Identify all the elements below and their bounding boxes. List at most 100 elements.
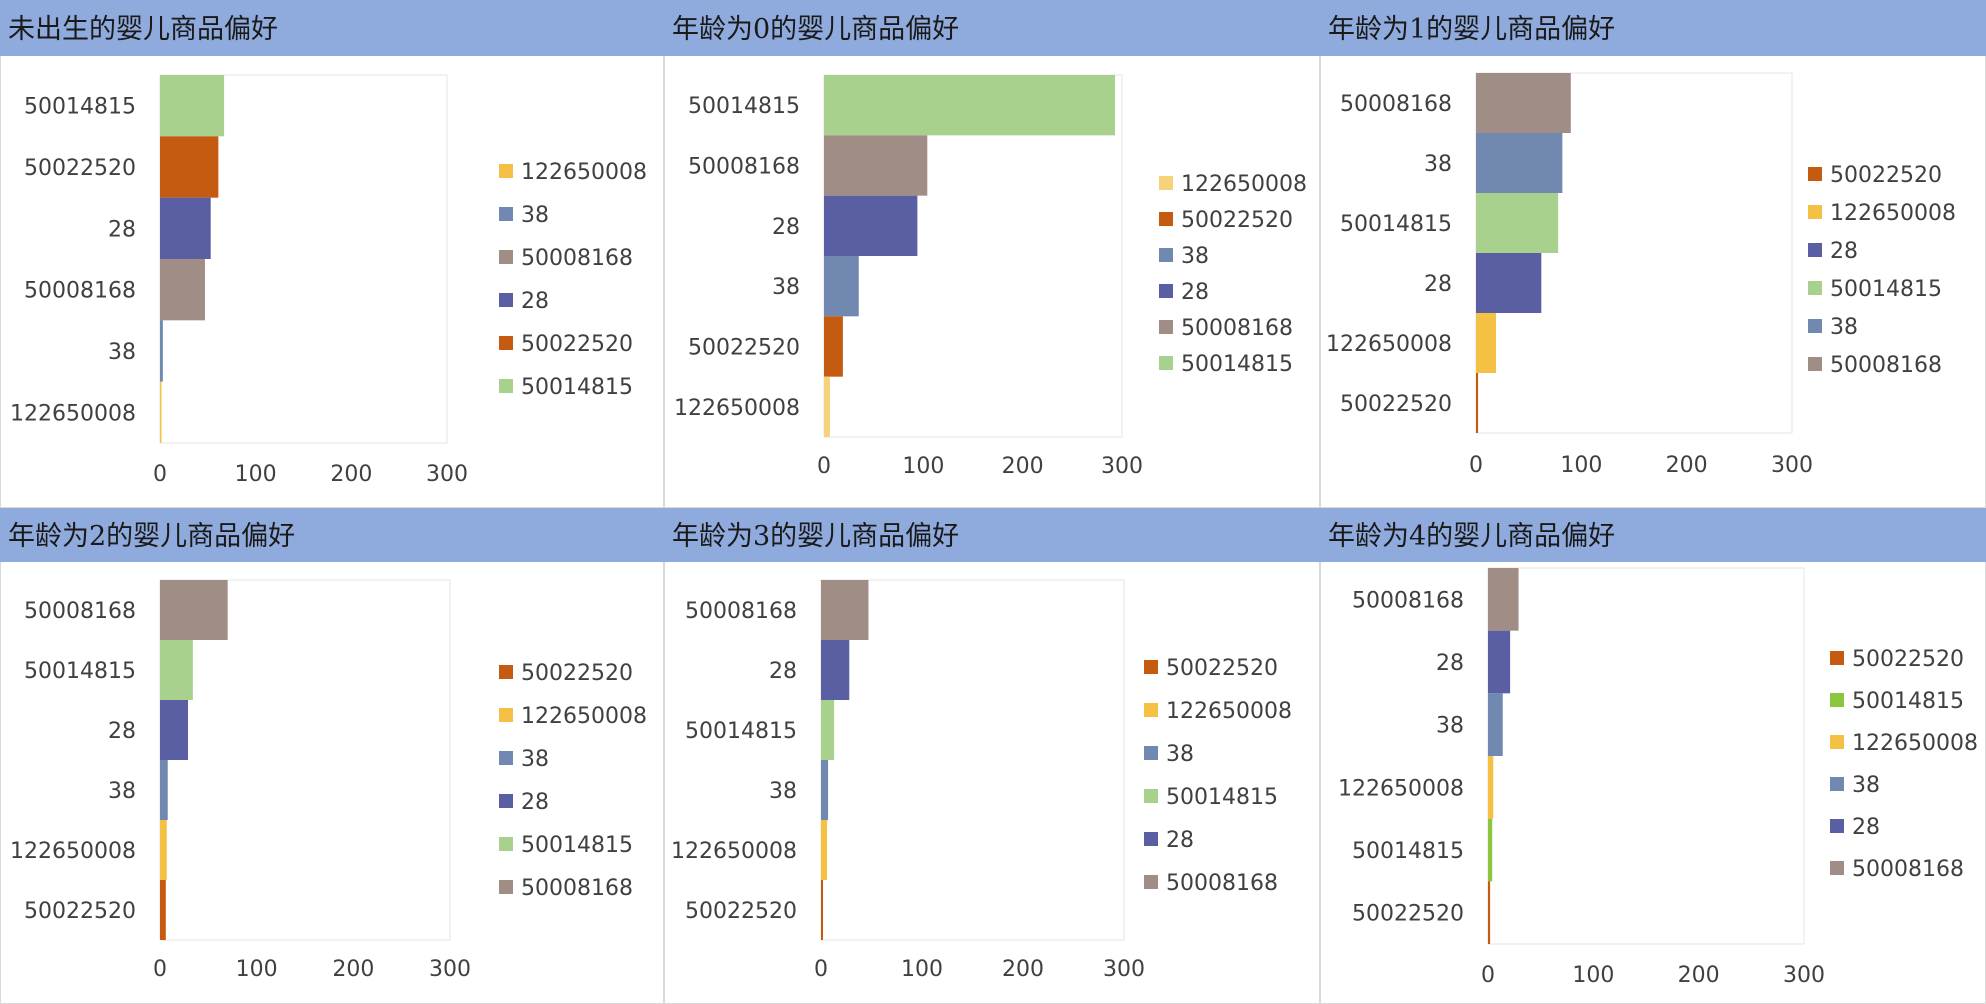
y-tick-label: 122650008 xyxy=(674,396,800,421)
legend-label: 50014815 xyxy=(1181,352,1293,377)
legend-swatch xyxy=(1830,693,1844,707)
y-tick-label: 50022520 xyxy=(1352,902,1464,927)
bar-38 xyxy=(1476,133,1563,193)
legend-entry-28: 28 xyxy=(1144,828,1194,853)
bar-38 xyxy=(160,760,168,820)
legend-swatch xyxy=(1808,243,1822,257)
legend-entry-50014815: 50014815 xyxy=(499,375,633,400)
y-tick-label: 50022520 xyxy=(24,156,136,181)
bar-28 xyxy=(160,700,189,760)
legend-entry-50022520: 50022520 xyxy=(1144,656,1278,681)
bar-38 xyxy=(1488,693,1503,756)
legend-label: 50022520 xyxy=(521,332,633,357)
x-tick-label: 200 xyxy=(330,462,372,487)
legend-swatch xyxy=(1808,357,1822,371)
legend-swatch xyxy=(1144,875,1158,889)
y-tick-label: 38 xyxy=(772,275,800,300)
legend-label: 50022520 xyxy=(1181,208,1293,233)
chart-title: 年龄为2的婴儿商品偏好 xyxy=(8,521,295,552)
bar-50008168 xyxy=(824,135,928,196)
y-tick-label: 50022520 xyxy=(688,336,800,361)
y-tick-label: 122650008 xyxy=(1338,776,1464,801)
y-tick-label: 122650008 xyxy=(10,401,136,426)
legend-label: 122650008 xyxy=(1852,731,1978,756)
bar-122650008 xyxy=(160,820,167,880)
chart-panel-unborn: 未出生的婴儿商品偏好 50014815 50022520 28 50008168 38 12… xyxy=(0,0,664,508)
legend-label: 122650008 xyxy=(1181,172,1307,197)
bar-50022520 xyxy=(160,880,166,940)
legend-swatch xyxy=(1159,248,1173,262)
legend-entry-122650008: 122650008 xyxy=(1808,201,1956,226)
legend-swatch xyxy=(1830,651,1844,665)
bar-28 xyxy=(1476,253,1542,313)
y-tick-label: 50008168 xyxy=(24,279,136,304)
legend-swatch xyxy=(499,880,513,894)
x-tick-label: 300 xyxy=(1783,963,1825,988)
title-bar xyxy=(0,508,664,562)
panel-border xyxy=(1320,0,1986,508)
title-bar xyxy=(1320,508,1986,562)
legend-label: 50008168 xyxy=(1181,316,1293,341)
legend-label: 28 xyxy=(1181,280,1209,305)
legend-swatch xyxy=(499,336,513,350)
legend-swatch xyxy=(1144,660,1158,674)
legend-entry-38: 38 xyxy=(1144,742,1194,767)
y-tick-label: 38 xyxy=(1424,152,1452,177)
title-bar xyxy=(664,0,1320,56)
legend-entry-50022520: 50022520 xyxy=(499,661,633,686)
legend-swatch xyxy=(1830,861,1844,875)
x-tick-label: 100 xyxy=(1560,453,1602,478)
bar-122650008 xyxy=(821,820,828,880)
legend-entry-50022520: 50022520 xyxy=(1830,647,1964,672)
y-tick-label: 28 xyxy=(108,217,136,242)
legend-label: 50022520 xyxy=(521,661,633,686)
legend-label: 50008168 xyxy=(521,876,633,901)
y-tick-label: 28 xyxy=(1436,651,1464,676)
legend-label: 28 xyxy=(1852,815,1880,840)
y-tick-label: 50008168 xyxy=(1340,92,1452,117)
title-bar xyxy=(664,508,1320,562)
chart-panel-age-0: 年龄为0的婴儿商品偏好 50014815 50008168 28 38 50022520 1… xyxy=(664,0,1320,508)
bar-50008168 xyxy=(821,580,869,640)
x-tick-label: 200 xyxy=(1002,957,1044,982)
legend-entry-50014815: 50014815 xyxy=(1159,352,1293,377)
legend-swatch xyxy=(1159,284,1173,298)
legend-label: 28 xyxy=(1166,828,1194,853)
legend-entry-122650008: 122650008 xyxy=(499,704,647,729)
y-tick-label: 50022520 xyxy=(24,899,136,924)
legend-swatch xyxy=(1144,789,1158,803)
x-tick-label: 100 xyxy=(236,957,278,982)
legend-label: 50014815 xyxy=(1830,277,1942,302)
y-tick-label: 50014815 xyxy=(685,719,797,744)
legend-entry-122650008: 122650008 xyxy=(1830,731,1978,756)
legend-label: 38 xyxy=(1166,742,1194,767)
panel-border xyxy=(1320,508,1986,1004)
legend-entry-50008168: 50008168 xyxy=(1808,353,1942,378)
legend-label: 38 xyxy=(1852,773,1880,798)
bar-122650008 xyxy=(824,376,830,437)
x-tick-label: 0 xyxy=(814,957,828,982)
x-tick-label: 0 xyxy=(1469,453,1483,478)
bar-50014815 xyxy=(160,75,225,137)
chart-svg-age-2: 年龄为2的婴儿商品偏好 50008168 50014815 28 38 122650008… xyxy=(0,508,664,1004)
x-tick-label: 100 xyxy=(902,454,944,479)
chart-panel-age-4: 年龄为4的婴儿商品偏好 50008168 28 38 122650008 50014815… xyxy=(1320,508,1986,1004)
legend-swatch xyxy=(1159,212,1173,226)
y-tick-label: 50014815 xyxy=(24,659,136,684)
legend-label: 50008168 xyxy=(1852,857,1964,882)
bar-28 xyxy=(821,640,850,700)
legend-swatch xyxy=(499,708,513,722)
y-tick-label: 50008168 xyxy=(1352,588,1464,613)
legend-entry-122650008: 122650008 xyxy=(499,160,647,185)
legend-entry-122650008: 122650008 xyxy=(1159,172,1307,197)
x-tick-label: 300 xyxy=(1103,957,1145,982)
bar-28 xyxy=(824,195,918,256)
y-tick-label: 28 xyxy=(108,719,136,744)
bar-50008168 xyxy=(1488,568,1519,631)
y-tick-label: 50014815 xyxy=(1340,212,1452,237)
legend-entry-50014815: 50014815 xyxy=(1830,689,1964,714)
legend-swatch xyxy=(499,379,513,393)
bar-38 xyxy=(821,760,829,820)
legend-label: 38 xyxy=(1181,244,1209,269)
y-tick-label: 38 xyxy=(108,779,136,804)
